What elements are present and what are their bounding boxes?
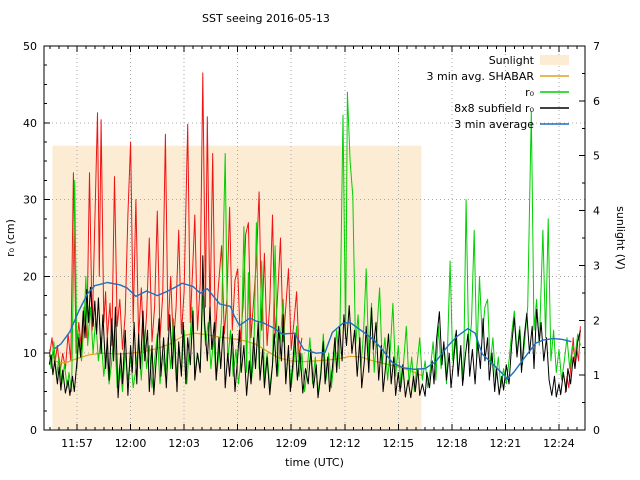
x-tick-label: 12:06 [222,437,254,450]
legend: Sunlight 3 min avg. SHABAR r₀ 8x8 subfield … [427,54,569,131]
legend-label: r₀ [525,86,535,99]
legend-label: Sunlight [489,54,535,67]
y-tick-label-right: 1 [593,369,600,382]
y-tick-label-right: 0 [593,424,600,437]
legend-label: 3 min average [454,118,534,131]
x-tick-label: 11:57 [61,437,93,450]
y-tick-label-right: 6 [593,95,600,108]
chart-title: SST seeing 2016-05-13 [202,12,330,25]
series-subfield-r0-line [48,255,581,399]
tick-marks [44,45,585,431]
series-3min-avg-line [54,281,572,380]
x-axis-label: time (UTC) [285,456,344,469]
series-red-line [564,326,581,394]
legend-label: 3 min avg. SHABAR [427,70,535,83]
x-tick-label: 12:18 [436,437,468,450]
y-tick-label-right: 7 [593,40,600,53]
y-tick-label-left: 30 [23,194,37,207]
series-sunlight-area [52,145,422,431]
y-axis-label-left: r₀ (cm) [4,219,17,257]
x-tick-label: 12:03 [168,437,200,450]
x-tick-label: 12:09 [275,437,307,450]
legend-label: 8x8 subfield r₀ [454,102,534,115]
y-tick-label-left: 40 [23,117,37,130]
y-tick-label-left: 0 [30,424,37,437]
x-tick-label: 12:24 [543,437,575,450]
y-tick-label-left: 10 [23,347,37,360]
x-tick-label: 12:00 [115,437,147,450]
y-tick-label-left: 20 [23,270,37,283]
legend-swatch-sunlight [540,55,569,65]
y-tick-label-right: 4 [593,205,600,218]
x-tick-label: 12:15 [382,437,414,450]
x-tick-label: 12:21 [490,437,522,450]
y-tick-label-right: 3 [593,259,600,272]
x-tick-label: 12:12 [329,437,361,450]
y-tick-label-left: 50 [23,40,37,53]
y-tick-label-right: 5 [593,150,600,163]
y-axis-label-right: sunlight (V) [614,206,627,270]
y-tick-label-right: 2 [593,314,600,327]
